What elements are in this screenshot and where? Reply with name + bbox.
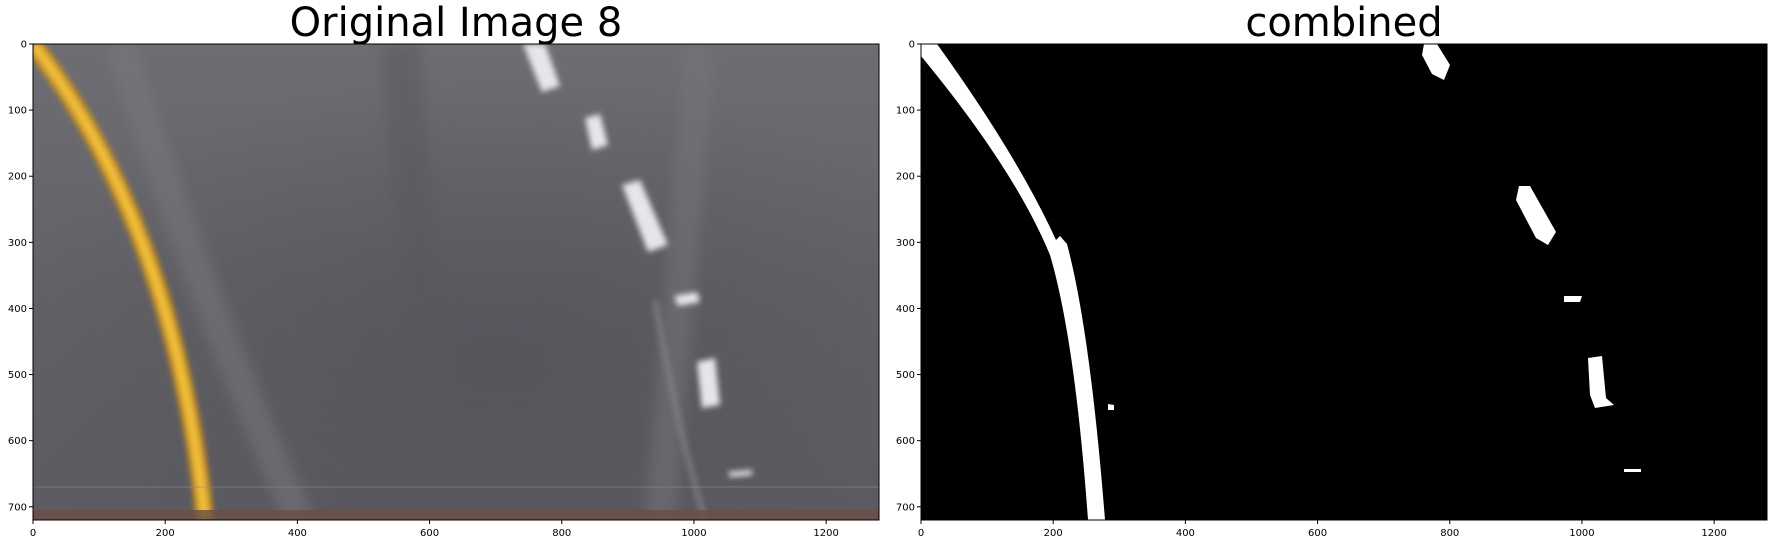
x-tick-label: 800 [552, 528, 571, 539]
x-tick-label: 200 [1044, 528, 1063, 539]
x-tick-label: 400 [288, 528, 307, 539]
x-tick-label: 800 [1440, 528, 1459, 539]
y-tick-label: 300 [896, 238, 915, 249]
y-tick-label: 600 [896, 436, 915, 447]
x-tick-label: 600 [420, 528, 439, 539]
y-tick-label: 700 [896, 502, 915, 513]
panel-original: Original Image 8 [8, 0, 880, 539]
x-tick-label: 0 [918, 528, 924, 539]
panel-combined: combined 0 200 400 600 800 1000 1200 0 100 200 300… [896, 0, 1768, 539]
x-tick-label: 1000 [681, 528, 706, 539]
y-tick-label: 0 [909, 40, 915, 51]
road-image [33, 44, 879, 520]
x-tick-label: 1200 [1701, 528, 1726, 539]
x-tick-label: 600 [1308, 528, 1327, 539]
y-tick-label: 100 [896, 106, 915, 117]
y-tick-label: 0 [21, 40, 27, 51]
panel-title: Original Image 8 [290, 0, 623, 46]
y-tick-label: 400 [8, 304, 27, 315]
y-tick-label: 200 [896, 172, 915, 183]
y-tick-label: 500 [896, 370, 915, 381]
binary-image [921, 44, 1767, 520]
x-tick-label: 200 [156, 528, 175, 539]
y-tick-label: 500 [8, 370, 27, 381]
x-tick-label: 0 [30, 528, 36, 539]
y-tick-label: 300 [8, 238, 27, 249]
y-tick-label: 400 [896, 304, 915, 315]
y-tick-label: 200 [8, 172, 27, 183]
y-tick-label: 100 [8, 106, 27, 117]
y-tick-label: 700 [8, 502, 27, 513]
x-tick-label: 400 [1176, 528, 1195, 539]
x-tick-label: 1000 [1569, 528, 1594, 539]
y-tick-label: 600 [8, 436, 27, 447]
panel-title: combined [1245, 0, 1442, 46]
x-tick-label: 1200 [813, 528, 838, 539]
